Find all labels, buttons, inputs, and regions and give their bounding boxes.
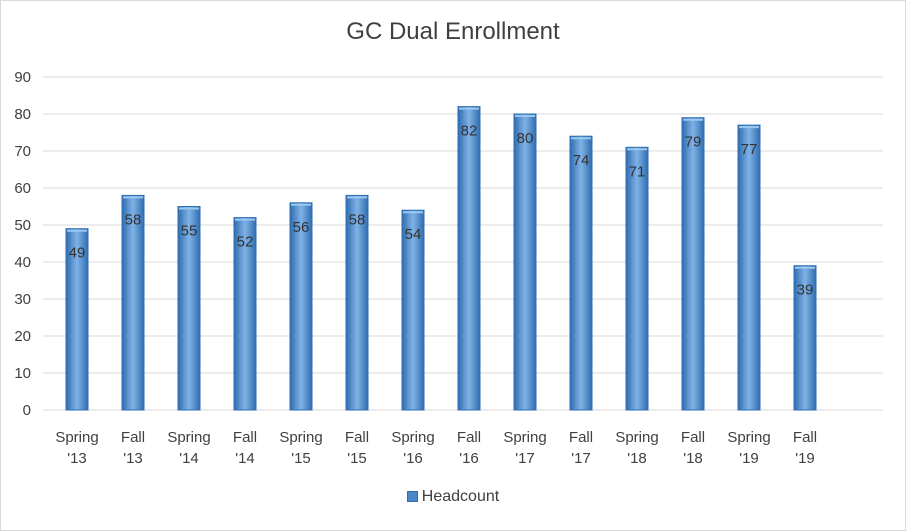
bar[interactable]	[401, 209, 425, 411]
y-tick-label: 10	[14, 365, 31, 382]
bar[interactable]	[513, 113, 537, 411]
data-label: 71	[629, 163, 646, 180]
x-tick-label: Spring	[615, 429, 658, 446]
x-tick-label: '18	[683, 450, 703, 467]
data-label: 79	[685, 134, 702, 151]
data-label: 52	[237, 234, 254, 251]
x-tick-label: '18	[627, 450, 647, 467]
data-label: 82	[461, 123, 478, 140]
x-tick-label: '14	[179, 450, 199, 467]
bar[interactable]	[121, 194, 145, 411]
x-tick-label: '14	[235, 450, 255, 467]
bar[interactable]	[65, 228, 89, 411]
bar[interactable]	[569, 135, 593, 411]
bar[interactable]	[177, 206, 201, 411]
x-tick-label: Spring	[55, 429, 98, 446]
y-tick-label: 30	[14, 291, 31, 308]
data-label: 39	[797, 282, 814, 299]
data-label: 80	[517, 130, 534, 147]
x-tick-label: '15	[347, 450, 367, 467]
data-label: 58	[349, 211, 366, 228]
x-tick-label: '16	[403, 450, 423, 467]
x-tick-label: '15	[291, 450, 311, 467]
bar[interactable]	[625, 146, 649, 411]
data-label: 55	[181, 223, 198, 240]
x-tick-label: Fall	[121, 429, 145, 446]
y-tick-label: 70	[14, 143, 31, 160]
data-label: 77	[741, 141, 758, 158]
chart-title: GC Dual Enrollment	[346, 18, 560, 45]
bars: 49 58 55 52 56 58 54 82 80 74 71 79 77 39	[65, 106, 817, 411]
data-label: 49	[69, 245, 86, 262]
x-tick-label: '19	[739, 450, 759, 467]
x-tick-label: Fall	[569, 429, 593, 446]
x-tick-label: '13	[123, 450, 143, 467]
legend-label: Headcount	[421, 488, 500, 505]
x-tick-label: Fall	[345, 429, 369, 446]
legend-swatch-icon	[406, 491, 418, 503]
x-tick-label: '19	[795, 450, 815, 467]
bar[interactable]	[289, 202, 313, 411]
x-tick-label: Fall	[793, 429, 817, 446]
bar[interactable]	[345, 194, 369, 411]
x-tick-label: Fall	[681, 429, 705, 446]
x-tick-label: '17	[571, 450, 591, 467]
x-tick-label: '17	[515, 450, 535, 467]
x-tick-label: Fall	[233, 429, 257, 446]
x-axis-ticks: Spring '13 Fall '13 Spring '14 Fall '14 Spring '1…	[55, 429, 817, 467]
y-tick-label: 40	[14, 254, 31, 271]
data-label: 58	[125, 211, 142, 228]
x-tick-label: Spring	[167, 429, 210, 446]
x-tick-label: Spring	[727, 429, 770, 446]
x-tick-label: Fall	[457, 429, 481, 446]
y-tick-label: 50	[14, 217, 31, 234]
data-label: 54	[405, 226, 422, 243]
data-label: 74	[573, 152, 590, 169]
y-tick-label: 80	[14, 106, 31, 123]
bar[interactable]	[793, 265, 817, 411]
x-tick-label: Spring	[279, 429, 322, 446]
data-label: 56	[293, 219, 310, 236]
y-tick-label: 60	[14, 180, 31, 197]
bar[interactable]	[681, 117, 705, 411]
bar[interactable]	[233, 217, 257, 411]
x-tick-label: Spring	[391, 429, 434, 446]
x-tick-label: '13	[67, 450, 87, 467]
x-tick-label: Spring	[503, 429, 546, 446]
bar[interactable]	[457, 106, 481, 411]
y-tick-label: 0	[23, 402, 31, 419]
y-tick-label: 20	[14, 328, 31, 345]
x-tick-label: '16	[459, 450, 479, 467]
y-tick-label: 90	[14, 69, 31, 86]
y-axis-ticks: 0 10 20 30 40 50 60 70 80 90	[14, 69, 31, 419]
bar[interactable]	[737, 124, 761, 411]
legend[interactable]: Headcount	[0, 488, 906, 506]
